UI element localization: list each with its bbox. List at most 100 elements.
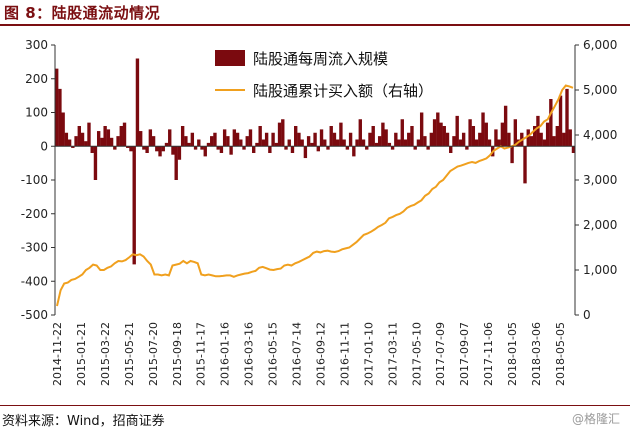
weekly-flow-bar [384, 129, 388, 147]
weekly-flow-bar [313, 132, 317, 147]
weekly-flow-bar [242, 146, 246, 150]
weekly-flow-bar [126, 146, 130, 148]
weekly-flow-bar [96, 131, 101, 147]
source-note: 资料来源：Wind，招商证券 [2, 414, 165, 429]
weekly-flow-bar [71, 146, 75, 148]
x-tick-label: 2015-07-20 [147, 322, 160, 386]
weekly-flow-bar [294, 126, 298, 147]
weekly-flow-bar [116, 136, 120, 147]
weekly-flow-bar [216, 146, 220, 150]
legend-bar-swatch [215, 50, 245, 66]
weekly-flow-bar [252, 146, 256, 153]
weekly-flow-bar [510, 146, 514, 164]
weekly-flow-bar [303, 146, 308, 159]
weekly-flow-bar [568, 129, 572, 147]
weekly-flow-bar [426, 146, 430, 150]
weekly-flow-bar [449, 146, 453, 153]
weekly-flow-bar [284, 146, 288, 150]
weekly-flow-bar [558, 95, 563, 147]
weekly-flow-bar [248, 129, 253, 147]
weekly-flow-bar [368, 132, 372, 147]
weekly-flow-bar [316, 146, 320, 152]
x-tick-label: 2015-11-17 [195, 322, 208, 386]
right-tick-label: 5,000 [583, 83, 617, 97]
weekly-flow-bar [277, 122, 282, 147]
weekly-flow-bar [206, 142, 211, 147]
weekly-flow-bar [445, 132, 450, 147]
weekly-flow-bar [555, 126, 559, 147]
left-tick-label: 100 [25, 106, 48, 120]
weekly-flow-bar [487, 139, 492, 147]
weekly-flow-bar [523, 146, 527, 184]
weekly-flow-bar [513, 119, 518, 147]
weekly-flow-bar [271, 132, 275, 147]
weekly-flow-bar [129, 146, 133, 152]
weekly-flow-bar [158, 146, 162, 157]
weekly-flow-bar [381, 122, 385, 147]
left-tick-label: -200 [21, 207, 48, 221]
x-tick-label: 2016-07-14 [291, 322, 304, 386]
source-rule [0, 405, 630, 406]
weekly-flow-bar [503, 105, 508, 147]
weekly-flow-bar [55, 68, 59, 147]
weekly-flow-bar [416, 139, 421, 147]
weekly-flow-bar [542, 139, 547, 147]
legend-bar-label: 陆股通每周流入规模 [253, 50, 388, 68]
weekly-flow-bar [74, 136, 78, 147]
weekly-flow-bar [274, 142, 279, 147]
x-tick-label: 2018-01-05 [506, 322, 519, 386]
weekly-flow-bar [90, 146, 94, 153]
weekly-flow-bar [329, 126, 333, 147]
left-tick-label: 300 [25, 38, 48, 52]
weekly-flow-bar [168, 129, 172, 147]
x-tick-label: 2017-11-06 [482, 322, 495, 386]
weekly-flow-bar [478, 132, 482, 147]
weekly-flow-bar [109, 137, 114, 147]
x-tick-label: 2017-01-10 [362, 322, 375, 386]
weekly-flow-bar [113, 146, 117, 150]
weekly-flow-bar [352, 146, 356, 157]
right-tick-label: 0 [583, 308, 591, 322]
weekly-flow-bar [348, 132, 353, 147]
weekly-flow-bar [397, 139, 401, 147]
weekly-flow-bar [193, 146, 198, 150]
axes: 300 200 100 0 -100 -200 -300 -400 -500 6,000 5,000… [21, 38, 618, 386]
weekly-flow-bar [355, 139, 359, 147]
weekly-flow-bar [190, 132, 195, 147]
weekly-flow-bar [332, 132, 337, 147]
weekly-flow-bar [255, 142, 259, 147]
weekly-flow-bar [394, 132, 398, 147]
legend-line-label: 陆股通累计买入额（右轴） [253, 82, 433, 100]
right-tick-label: 3,000 [583, 173, 617, 187]
right-tick-label: 4,000 [583, 128, 617, 142]
weekly-flow-bar [371, 126, 375, 147]
weekly-flow-bar [465, 146, 469, 150]
bar-series [55, 58, 576, 265]
weekly-flow-bar [481, 112, 485, 147]
weekly-flow-bar [310, 142, 314, 147]
weekly-flow-bar [138, 131, 143, 147]
watermark: @格隆汇 [571, 412, 620, 426]
weekly-flow-bar [374, 142, 379, 147]
weekly-flow-bar [533, 126, 537, 147]
weekly-flow-bar [226, 136, 230, 147]
weekly-flow-bar [281, 119, 285, 147]
weekly-flow-bar [180, 126, 185, 147]
weekly-flow-bar [529, 136, 534, 147]
weekly-flow-bar [213, 132, 217, 147]
weekly-flow-bar [461, 132, 466, 147]
weekly-flow-bar [536, 115, 540, 147]
weekly-flow-bar [145, 146, 149, 153]
weekly-flow-bar [306, 136, 311, 147]
weekly-flow-bar [235, 132, 240, 147]
weekly-flow-bar [232, 129, 237, 147]
x-tick-label: 2017-07-09 [434, 322, 447, 386]
weekly-flow-bar [458, 139, 463, 147]
weekly-flow-bar [319, 129, 324, 147]
x-tick-label: 2016-03-16 [243, 322, 256, 386]
weekly-flow-bar [335, 139, 340, 147]
weekly-flow-bar [245, 136, 249, 147]
weekly-flow-bar [290, 146, 295, 153]
weekly-flow-bar [526, 129, 530, 147]
